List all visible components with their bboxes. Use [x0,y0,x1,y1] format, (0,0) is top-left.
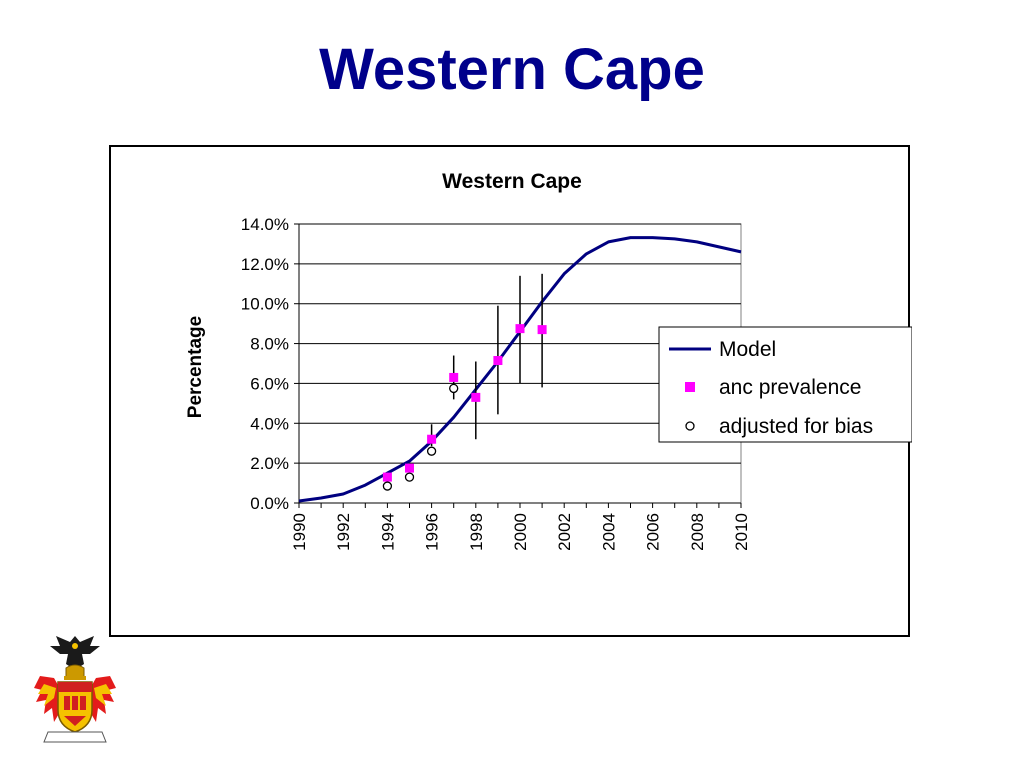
x-tick-label: 1994 [378,513,397,551]
y-tick-label: 4.0% [250,414,289,433]
legend-anc-label: anc prevalence [719,376,861,399]
y-tick-label: 14.0% [241,215,289,234]
adjusted-bias-point [426,446,437,456]
chart-title: Western Cape [442,170,582,193]
y-tick-label: 12.0% [241,255,289,274]
y-axis-label: Percentage [185,316,206,418]
y-tick-label: 10.0% [241,295,289,314]
crest-logo [34,632,116,746]
anc-prevalence-point [493,356,503,366]
legend-adjusted-swatch [685,421,695,431]
legend-adjusted-label: adjusted for bias [719,415,873,438]
x-tick-label: 1998 [467,513,486,551]
x-tick-label: 2008 [688,513,707,551]
legend-box [658,326,912,443]
slide-title: Western Cape [319,37,705,102]
y-tick-label: 2.0% [250,454,289,473]
crest-icon [34,636,116,743]
adjusted-bias-point [449,383,459,394]
crest-motto-scroll [43,731,107,743]
x-tick-label: 1992 [334,513,353,551]
y-tick-label: 8.0% [250,335,289,354]
anc-prevalence-point [449,372,459,382]
legend: Model anc prevalence adjusted for bias [658,326,912,443]
anc-prevalence-point [405,463,414,473]
chart-svg: Western Cape Percentage 0.0% 2.0% 4.0% 6.0%… [185,170,912,551]
x-tick-label: 2006 [644,513,663,551]
x-tick-label: 1996 [423,513,442,551]
anc-prevalence-point [382,472,392,482]
crest-helmet [64,664,86,680]
legend-anc-swatch [685,382,695,392]
anc-prevalence-point [515,324,525,334]
crest-eagle [50,636,100,670]
crest-mantling [34,676,116,722]
y-tick-label: 0.0% [250,494,289,513]
adjusted-bias-point [404,472,415,482]
y-tick-label: 6.0% [250,374,289,393]
anc-prevalence-point [537,325,547,335]
adjusted-bias-point [382,481,393,491]
x-tick-label: 1990 [290,513,309,551]
x-tick-label: 2002 [555,513,574,551]
chart-frame: Western Cape Percentage 0.0% 2.0% 4.0% 6.0%… [109,145,912,637]
legend-model-label: Model [719,338,776,361]
x-tick-label: 2000 [511,513,530,551]
x-tick-label: 2004 [599,513,618,551]
anc-prevalence-point [471,392,481,402]
anc-prevalence-point [427,434,437,444]
crest-shield [57,681,93,733]
x-tick-label: 2010 [732,513,751,551]
